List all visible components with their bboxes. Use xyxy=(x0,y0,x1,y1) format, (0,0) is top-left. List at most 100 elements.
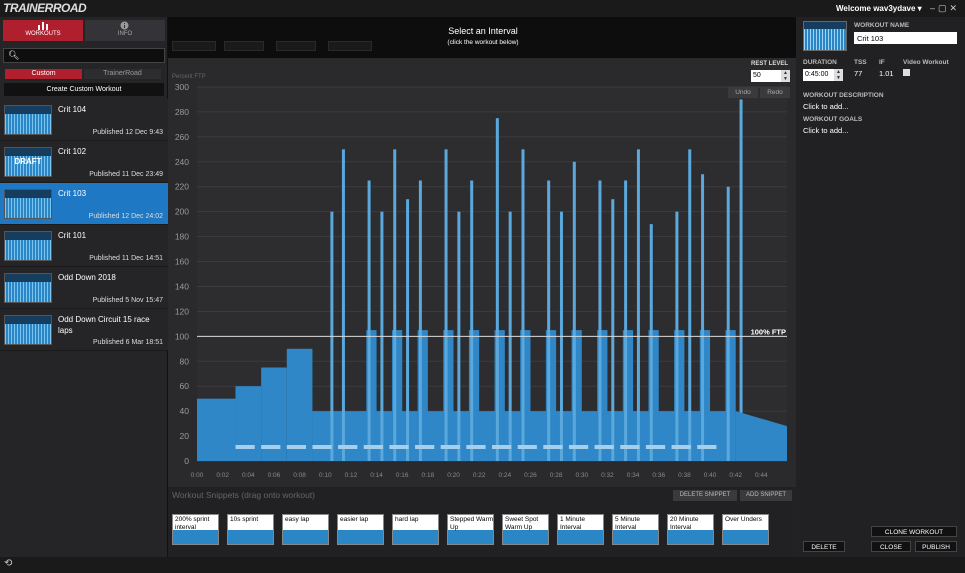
workout-preview-thumbnail xyxy=(803,21,847,51)
snippet-tile[interactable]: 1 Minute Interval xyxy=(557,514,604,545)
workout-thumbnail xyxy=(4,273,52,303)
search-icon: 🔍︎ xyxy=(8,50,20,60)
sprint-spike-bar xyxy=(649,224,653,461)
title-bar: TRAINERROAD Welcome wav3ydave ▾ –▢✕ xyxy=(0,0,965,17)
sprint-spike-bar xyxy=(547,180,551,461)
snippet-tile[interactable]: 20 Minute Interval xyxy=(667,514,714,545)
snippet-tile[interactable]: hard lap xyxy=(392,514,439,545)
rest-marker xyxy=(543,445,563,449)
sprint-spike-bar xyxy=(495,118,499,461)
interval-block-bar xyxy=(648,330,659,461)
y-tick-label: 40 xyxy=(180,406,190,416)
snippet-tile[interactable]: Stepped Warm Up xyxy=(447,514,494,545)
sprint-spike-bar xyxy=(341,149,345,461)
create-custom-workout-button[interactable]: Create Custom Workout xyxy=(4,83,164,96)
select-interval-title: Select an Interval xyxy=(448,26,518,36)
snippet-label: 5 Minute Interval xyxy=(615,516,640,531)
workout-name: Crit 103 xyxy=(58,189,87,198)
interval-block-bar xyxy=(366,330,377,461)
y-tick-label: 120 xyxy=(175,306,189,316)
interval-duration-field-disabled xyxy=(276,41,316,51)
rest-level-input[interactable]: 50 xyxy=(751,70,781,82)
sprint-spike-bar xyxy=(393,149,397,461)
rest-marker xyxy=(594,445,614,449)
rest-marker xyxy=(620,445,640,449)
tab-info-label: INFO xyxy=(117,31,133,37)
snippets-title: Workout Snippets (drag onto workout) xyxy=(172,490,315,500)
tab-info[interactable]: INFO xyxy=(85,20,165,41)
snippet-tile[interactable]: 5 Minute Interval xyxy=(612,514,659,545)
snippet-tile[interactable]: easier lap xyxy=(337,514,384,545)
rest-marker xyxy=(286,445,307,449)
draft-badge: DRAFT xyxy=(14,157,42,166)
interval-start-field-disabled xyxy=(172,41,216,51)
snippet-preview xyxy=(448,530,493,544)
subtab-trainerroad[interactable]: TrainerRoad xyxy=(84,69,161,79)
workout-list-item[interactable]: Crit 101 Published 11 Dec 14:51 xyxy=(0,225,168,267)
y-tick-label: 80 xyxy=(180,356,190,366)
subtab-custom[interactable]: Custom xyxy=(5,69,82,79)
snippet-tile[interactable]: 10s sprint xyxy=(227,514,274,545)
workout-list-item-selected[interactable]: Crit 103 Published 12 Dec 24:02 xyxy=(0,183,168,225)
x-tick-label: 0:14 xyxy=(370,472,383,479)
sprint-spike-bar xyxy=(688,149,692,461)
tab-workouts-label: WORKOUTS xyxy=(25,31,61,37)
duration-input[interactable]: 0:45:00 xyxy=(803,69,834,81)
redo-button[interactable]: Redo xyxy=(760,87,790,98)
delete-snippet-button[interactable]: DELETE SNIPPET xyxy=(673,490,737,501)
snippet-label: 200% sprint interval xyxy=(175,516,210,531)
tss-label: TSS xyxy=(854,59,867,66)
workout-list-item[interactable]: Crit 104 Published 12 Dec 9:43 xyxy=(0,99,168,141)
rest-level-stepper[interactable]: ▲ ▼ xyxy=(781,70,790,82)
rest-marker xyxy=(312,445,332,449)
snippet-tile[interactable]: Sweet Spot Warm Up xyxy=(502,514,549,545)
x-tick-label: 0:02 xyxy=(216,472,229,479)
workout-name-input[interactable]: Crit 103 xyxy=(854,32,957,44)
undo-button[interactable]: Undo xyxy=(728,87,758,98)
snippet-tile[interactable]: easy lap xyxy=(282,514,329,545)
interval-block-bar xyxy=(674,330,685,461)
workout-list-item[interactable]: Odd Down Circuit 15 race laps Published … xyxy=(0,309,168,351)
workout-name-label: WORKOUT NAME xyxy=(854,22,910,29)
publish-button[interactable]: PUBLISH xyxy=(915,541,957,552)
x-tick-label: 0:08 xyxy=(293,472,306,479)
y-tick-label: 0 xyxy=(184,456,189,466)
snippet-tile[interactable]: Over Unders xyxy=(722,514,769,545)
tab-workouts[interactable]: WORKOUTS xyxy=(3,20,83,41)
x-tick-label: 0:24 xyxy=(498,472,511,479)
rest-marker xyxy=(671,445,691,449)
app-logo: TRAINERROAD xyxy=(3,1,87,15)
user-menu[interactable]: Welcome wav3ydave ▾ xyxy=(836,4,922,13)
x-tick-label: 0:38 xyxy=(678,472,691,479)
workout-goals-field[interactable]: Click to add... xyxy=(803,126,849,135)
interval-block-bar xyxy=(520,330,531,461)
rest-marker xyxy=(568,445,589,449)
add-snippet-button[interactable]: ADD SNIPPET xyxy=(740,490,792,501)
snippet-tile[interactable]: 200% sprint interval xyxy=(172,514,219,545)
search-input[interactable]: 🔍︎ xyxy=(3,48,165,63)
close-button[interactable]: CLOSE xyxy=(871,541,911,552)
snippet-label: easy lap xyxy=(285,516,310,523)
bar-chart-icon xyxy=(38,22,48,30)
x-tick-label: 0:18 xyxy=(422,472,435,479)
workout-thumbnail xyxy=(4,315,52,345)
window-controls[interactable]: –▢✕ xyxy=(930,3,961,13)
workout-list-item[interactable]: DRAFT Crit 102 Published 11 Dec 23:49 xyxy=(0,141,168,183)
duration-label: DURATION xyxy=(803,59,837,66)
video-workout-checkbox[interactable] xyxy=(903,69,910,76)
sprint-spike-bar xyxy=(367,180,371,461)
workout-list-item[interactable]: Odd Down 2018 Published 5 Nov 15:47 xyxy=(0,267,168,309)
delete-workout-button[interactable]: DELETE xyxy=(803,541,845,552)
y-tick-label: 180 xyxy=(175,232,189,242)
refresh-icon[interactable]: ⟲ xyxy=(4,558,13,569)
interval-block-bar xyxy=(622,330,634,461)
interval-end-field-disabled xyxy=(224,41,264,51)
workout-chart[interactable]: 0 20 40 60 80 100 120 140 160 180 200 220 240 260 280 3… xyxy=(168,77,796,487)
duration-stepper[interactable]: ▲ ▼ xyxy=(834,69,843,81)
workout-description-field[interactable]: Click to add... xyxy=(803,102,849,111)
x-tick-label: 0:32 xyxy=(601,472,614,479)
clone-workout-button[interactable]: CLONE WORKOUT xyxy=(871,526,957,537)
snippet-preview xyxy=(338,530,383,544)
snippet-label: Sweet Spot Warm Up xyxy=(505,516,539,531)
interval-block-bar xyxy=(417,330,428,461)
